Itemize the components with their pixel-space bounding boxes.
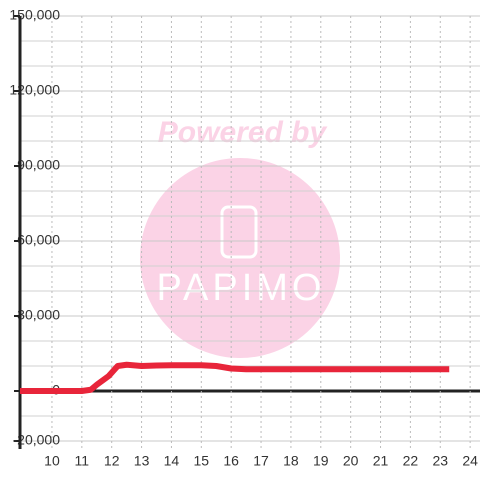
x-tick-label: 22	[403, 453, 419, 469]
y-tick-label: 120,000	[9, 82, 60, 98]
watermark-text: PAPIMO	[157, 267, 326, 309]
x-tick-label: 13	[134, 453, 150, 469]
x-tick-label: 16	[223, 453, 239, 469]
x-tick-label: 19	[313, 453, 329, 469]
x-tick-label: 10	[44, 453, 60, 469]
x-tick-label: 14	[164, 453, 180, 469]
plot	[20, 361, 450, 394]
y-tick-label: 60,000	[17, 232, 60, 248]
x-tick-label: 21	[373, 453, 389, 469]
y-tick-label: 30,000	[17, 307, 60, 323]
y-tick-label: 90,000	[17, 157, 60, 173]
x-tick-label: 23	[432, 453, 448, 469]
grid: -20,000030,00060,00090,000120,000150,000…	[9, 7, 480, 469]
y-tick-label: 150,000	[9, 7, 60, 23]
x-tick-label: 18	[283, 453, 299, 469]
x-tick-label: 17	[253, 453, 269, 469]
x-tick-label: 15	[194, 453, 210, 469]
x-tick-label: 24	[462, 453, 478, 469]
watermark-icon	[220, 205, 258, 259]
data-line	[20, 361, 450, 394]
watermark-text: Powered by	[158, 116, 328, 149]
y-tick-label: -20,000	[13, 432, 61, 448]
x-tick-label: 20	[343, 453, 359, 469]
x-tick-label: 11	[75, 453, 90, 469]
x-tick-label: 12	[104, 453, 120, 469]
